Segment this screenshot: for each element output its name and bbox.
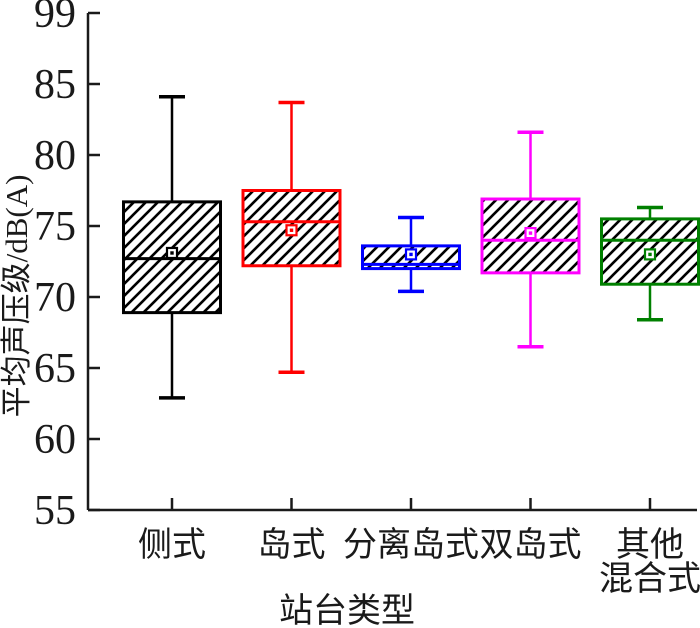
box-border	[480, 197, 581, 275]
y-tick-label: 70	[34, 275, 76, 321]
plot-area: 55 60 65 70 75 80 85 99 侧式 岛式 分离岛式 双岛式 其他混合式	[34, 0, 700, 598]
y-tick-label: 60	[34, 417, 76, 463]
box-border	[241, 189, 342, 268]
box-group-2	[361, 215, 461, 294]
x-tick-label: 分离岛式	[343, 526, 479, 564]
y-tick-label: 65	[34, 346, 76, 392]
box-group-1	[241, 100, 342, 375]
y-tick-label: 99	[34, 0, 76, 37]
box-border	[361, 244, 461, 271]
y-tick-label: 80	[34, 133, 76, 179]
x-tick-label: 其他混合式	[599, 527, 700, 598]
y-axis-title: 平均声压级/dB(A)	[0, 175, 34, 418]
mean-marker-dot	[528, 231, 533, 235]
mean-marker-dot	[409, 252, 413, 257]
mean-marker-dot	[170, 251, 174, 255]
x-tick-label: 岛式	[258, 526, 326, 564]
mean-marker-dot	[648, 252, 652, 257]
box-group-0	[122, 95, 222, 400]
y-tick-label: 85	[34, 62, 76, 108]
mean-marker-dot	[289, 228, 294, 232]
x-tick-label: 双岛式	[480, 526, 582, 564]
box-group-3	[480, 130, 581, 349]
y-tick-label: 55	[34, 488, 76, 534]
box-group-4	[600, 205, 700, 322]
y-tick-label: 75	[34, 204, 76, 250]
box-border	[600, 217, 700, 286]
x-axis-title: 站台类型	[279, 592, 415, 628]
x-tick-label: 侧式	[138, 526, 206, 564]
